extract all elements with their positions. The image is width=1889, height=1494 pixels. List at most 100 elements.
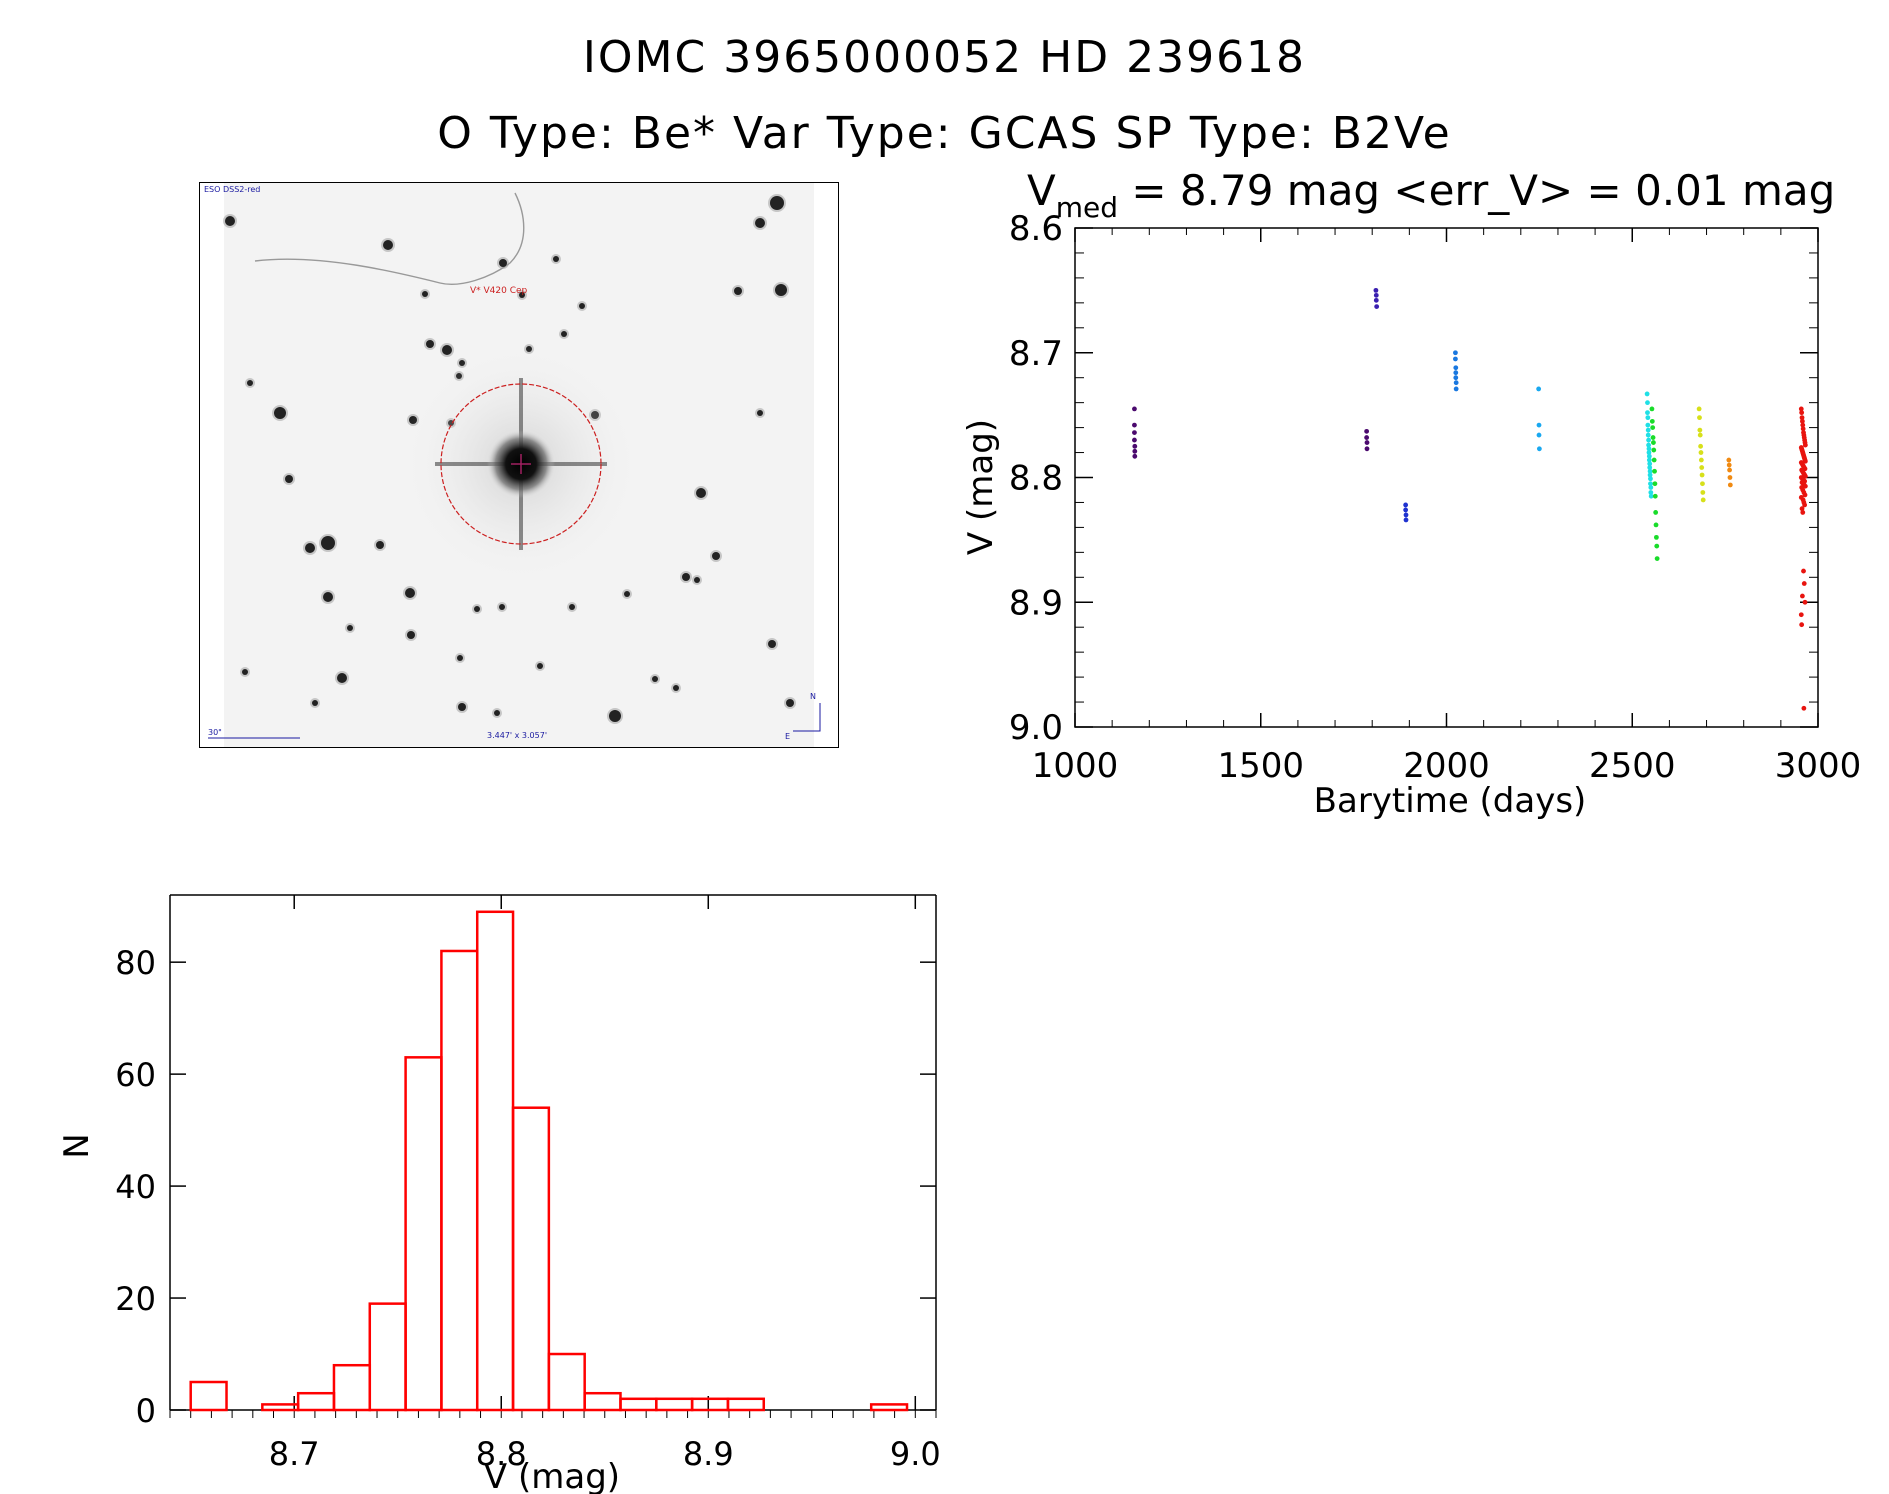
light-curve-point <box>1799 506 1805 512</box>
light-curve-point <box>1799 461 1805 467</box>
light-curve-point <box>1651 457 1657 463</box>
light-curve-point <box>1645 410 1650 416</box>
field-star <box>474 606 480 612</box>
field-star <box>712 552 720 560</box>
light-curve-point <box>1802 483 1808 489</box>
light-curve-point <box>1800 422 1806 428</box>
light-curve-point <box>1536 432 1542 438</box>
histogram-bar <box>368 1302 407 1412</box>
light-curve-point <box>1799 593 1805 599</box>
light-curve-point <box>1364 435 1370 440</box>
light-curve-point <box>1364 428 1370 434</box>
histogram-bar <box>511 1106 551 1412</box>
light-curve-point <box>1652 493 1658 499</box>
light-curve-point <box>1726 457 1732 463</box>
light-curve-point <box>1700 481 1705 487</box>
scale-label: 30" <box>208 728 222 737</box>
light-curve-point <box>1647 472 1653 478</box>
field-star <box>519 292 525 298</box>
x-tick-label: 2500 <box>1589 746 1676 786</box>
light-curve-point <box>1653 510 1659 515</box>
field-star <box>321 536 335 550</box>
light-curve-point <box>1536 422 1542 428</box>
chart-title-line2: O Type: Be* Var Type: GCAS SP Type: B2Ve <box>437 108 1452 159</box>
field-star <box>609 710 621 722</box>
light-curve-point <box>1799 447 1805 453</box>
star-field <box>223 194 796 724</box>
light-curve-points <box>1132 287 1808 711</box>
field-star <box>225 216 235 226</box>
light-curve-point <box>1697 432 1703 438</box>
light-curve-point <box>1648 490 1654 495</box>
light-curve-point <box>1801 455 1807 460</box>
light-curve-point <box>1802 458 1808 464</box>
y-tick-label: 8.7 <box>1009 334 1063 374</box>
title-subscript: med <box>1056 191 1118 224</box>
light-curve-point <box>1801 705 1807 711</box>
light-curve-point <box>1652 468 1657 474</box>
light-curve-point <box>1649 418 1655 424</box>
light-curve-point <box>1800 451 1806 457</box>
y-tick-label: 8.9 <box>1009 583 1063 623</box>
target-circle <box>440 383 602 545</box>
light-curve-point <box>1802 442 1808 448</box>
light-curve-point <box>1132 443 1138 449</box>
light-curve-point <box>1799 467 1805 473</box>
histogram-bar <box>189 1380 228 1412</box>
histogram-bar <box>404 1056 443 1412</box>
light-curve-point <box>1800 450 1806 455</box>
light-curve-point <box>1646 450 1652 455</box>
light-curve-point <box>1798 460 1804 465</box>
field-star <box>383 240 393 250</box>
y-tick-label: 9.0 <box>1009 708 1063 748</box>
histogram-ylabel: N <box>57 1133 97 1158</box>
light-curve-point <box>1798 445 1804 450</box>
field-star <box>561 331 567 337</box>
field-star <box>499 604 505 610</box>
light-curve-point <box>1798 612 1804 618</box>
field-star <box>285 475 293 483</box>
x-tick-label: 2000 <box>1403 746 1490 786</box>
light-curve-point <box>1453 375 1459 381</box>
light-curve-point <box>1802 440 1808 445</box>
light-curve-point <box>1654 556 1660 561</box>
light-curve-point <box>1800 426 1806 432</box>
light-curve-point <box>1644 391 1650 397</box>
light-curve-point <box>1801 463 1806 469</box>
field-star <box>242 669 248 675</box>
light-curve-point <box>1801 568 1806 574</box>
light-curve-point <box>1647 465 1653 470</box>
light-curve-point <box>1799 415 1805 421</box>
light-curve-point <box>1403 502 1409 508</box>
light-curve-point <box>1699 465 1705 470</box>
hist-y-tick-label: 40 <box>115 1168 156 1206</box>
histogram-bar <box>690 1397 730 1412</box>
light-curve-point <box>1800 487 1806 493</box>
light-curve-point <box>1698 443 1704 449</box>
light-curve-point <box>1799 480 1805 485</box>
hist-y-tick-label: 60 <box>115 1056 156 1094</box>
light-curve-point <box>1647 461 1653 467</box>
light-curve-point <box>1801 490 1807 495</box>
light-curve-point <box>1364 440 1370 445</box>
light-curve-point <box>1801 477 1806 483</box>
light-curve-point <box>1801 430 1806 435</box>
light-curve-point <box>1799 418 1805 424</box>
light-curve-point <box>1645 432 1651 438</box>
field-star <box>553 256 559 262</box>
histogram-bar <box>547 1352 586 1412</box>
light-curve-point <box>1651 440 1656 445</box>
field-star <box>673 685 679 691</box>
light-curve-point <box>1132 422 1137 428</box>
histogram-axes: 8.7 8.8 8.9 9.0 0 20 40 60 80 <box>115 894 941 1473</box>
plate-scratch <box>254 192 525 285</box>
field-star <box>624 591 630 597</box>
light-curve-point <box>1645 415 1651 421</box>
field-star <box>499 259 507 267</box>
light-curve-point <box>1132 437 1137 443</box>
light-curve-point <box>1646 437 1651 443</box>
field-star <box>755 218 765 228</box>
field-star <box>407 631 415 639</box>
light-curve-point <box>1403 517 1409 523</box>
light-curve-point <box>1802 473 1808 479</box>
